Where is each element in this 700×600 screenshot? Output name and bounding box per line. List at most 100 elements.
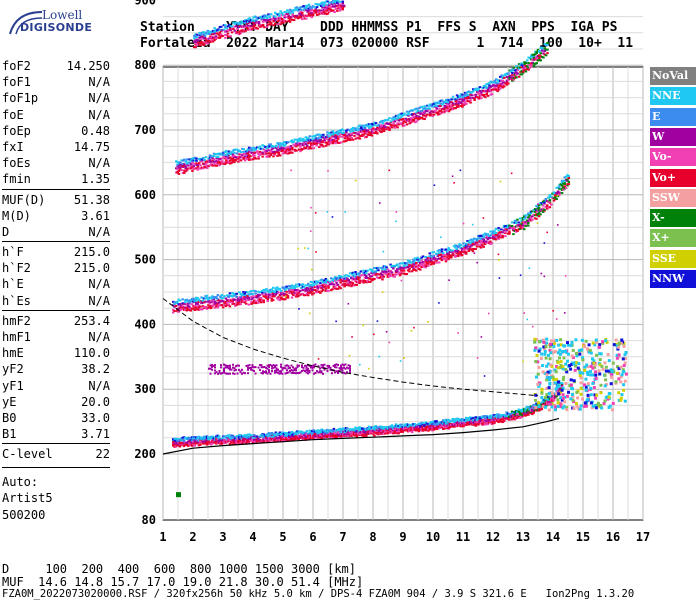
echo-point <box>246 148 250 151</box>
echo-point <box>248 21 251 24</box>
echo-point <box>415 264 418 267</box>
echo-point <box>328 280 332 283</box>
echo-point <box>512 74 515 77</box>
echo-point <box>513 221 517 224</box>
echo-point <box>342 132 345 135</box>
echo-point <box>370 268 373 271</box>
echo-point <box>312 134 316 137</box>
echo-point <box>496 90 499 93</box>
echo-point <box>247 440 251 443</box>
echo-point <box>383 426 387 429</box>
echo-point <box>238 159 241 162</box>
echo-point <box>320 290 323 293</box>
echo-point <box>500 86 503 89</box>
echo-point <box>177 438 180 441</box>
param-row: yF2 38.2 <box>2 361 110 377</box>
echo-point <box>215 441 218 444</box>
echo-point <box>308 138 312 141</box>
echo-point <box>515 68 518 71</box>
echo-point <box>226 154 229 157</box>
echo-point <box>536 409 539 412</box>
echo-point <box>371 277 375 280</box>
echo-point <box>423 424 426 427</box>
echo-point <box>185 158 189 161</box>
echo-point <box>254 295 257 298</box>
echo-point <box>401 120 405 123</box>
echo-point <box>257 22 261 25</box>
echo-point <box>220 28 223 31</box>
echo-point <box>420 116 424 119</box>
echo-point <box>452 422 456 425</box>
echo-point <box>312 284 315 287</box>
echo-point <box>518 412 522 415</box>
echo-point <box>455 248 458 251</box>
echo-point <box>402 427 406 430</box>
echo-point <box>220 442 224 445</box>
echo-point <box>225 27 228 30</box>
echo-point <box>216 152 220 155</box>
echo-point <box>265 296 268 299</box>
echo-point <box>419 426 422 429</box>
echo-point <box>281 142 285 145</box>
echo-point <box>372 123 375 126</box>
echo-point <box>186 300 190 303</box>
echo-point <box>332 131 336 134</box>
echo-point <box>366 431 369 434</box>
echo-point <box>408 261 411 264</box>
echo-point <box>343 277 346 280</box>
echo-point <box>426 107 429 110</box>
echo-point <box>177 298 180 301</box>
echo-point <box>447 252 450 255</box>
echo-point <box>329 282 333 285</box>
echo-point <box>424 427 427 430</box>
echo-point <box>354 433 357 436</box>
echo-point <box>336 287 340 290</box>
echo-point <box>227 303 230 306</box>
echo-point <box>482 240 485 243</box>
echo-point <box>536 214 539 217</box>
echo-point <box>484 84 487 87</box>
echo-point <box>240 435 244 438</box>
echo-point <box>181 302 184 305</box>
echo-point <box>199 443 202 446</box>
echo-point <box>373 278 376 281</box>
param-row: fmin 1.35 <box>2 171 110 187</box>
echo-point <box>301 139 305 142</box>
echo-point <box>347 435 350 438</box>
echo-point <box>406 269 410 272</box>
echo-point <box>308 432 311 435</box>
echo-point <box>374 128 378 131</box>
echo-point <box>533 217 537 220</box>
echo-point <box>290 430 294 433</box>
echo-point <box>224 302 228 305</box>
echo-point <box>192 443 195 446</box>
echo-point <box>429 260 433 263</box>
echo-point <box>560 382 564 385</box>
echo-point <box>262 288 265 291</box>
echo-point <box>513 411 517 414</box>
echo-point <box>477 416 480 419</box>
echo-point <box>416 118 420 121</box>
echo-point <box>173 439 176 442</box>
echo-point <box>393 428 396 431</box>
echo-point <box>363 276 367 279</box>
echo-point <box>512 412 515 415</box>
echo-point <box>511 73 514 76</box>
echo-point <box>243 439 247 442</box>
echo-point <box>262 433 265 436</box>
echo-point <box>331 288 334 291</box>
echo-point <box>530 58 533 61</box>
echo-point <box>189 307 193 310</box>
echo-point <box>493 414 496 417</box>
echo-point <box>428 114 432 117</box>
echo-point <box>184 299 187 302</box>
echo-point <box>369 431 372 434</box>
echo-point <box>234 31 238 34</box>
echo-point <box>392 265 395 268</box>
echo-point <box>293 287 296 290</box>
echo-point <box>405 425 409 428</box>
echo-point <box>253 289 256 292</box>
echo-point <box>325 435 329 438</box>
echo-point <box>545 400 549 403</box>
echo-point <box>532 64 536 67</box>
